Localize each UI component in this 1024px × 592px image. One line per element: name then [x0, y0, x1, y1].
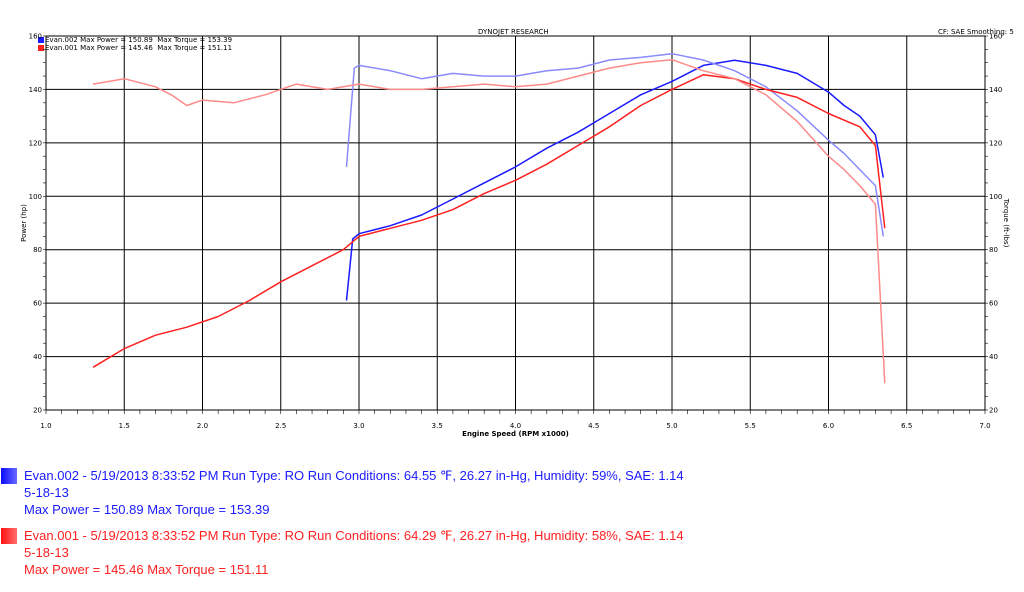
y2-tick-label: 20: [989, 407, 998, 415]
legend-swatch-blue: [38, 37, 44, 43]
y2-tick-label: 100: [989, 193, 1002, 201]
run-line1: Evan.001 - 5/19/2013 8:33:52 PM Run Type…: [24, 528, 684, 543]
y-tick-label: 100: [29, 193, 42, 201]
y2-tick-label: 80: [989, 246, 998, 254]
series-line-evan002-torque: [345, 52, 885, 237]
x-tick-label: 1.5: [119, 422, 130, 430]
run-swatch-red: [1, 528, 17, 544]
legend-run: Evan.002: [45, 36, 78, 44]
legend-run: Evan.001: [45, 44, 78, 52]
run-line2: 5-18-13: [24, 485, 69, 500]
x-tick-label: 3.0: [353, 422, 364, 430]
x-tick-label: 2.0: [197, 422, 208, 430]
y2-tick-label: 40: [989, 353, 998, 361]
chart-title: DYNOJET RESEARCH: [478, 28, 549, 36]
x-tick-label: 3.5: [432, 422, 443, 430]
series-line-evan001-power: [92, 74, 886, 368]
y-tick-label: 160: [29, 33, 42, 41]
series-line-evan001-torque: [92, 58, 886, 384]
x-axis-label: Engine Speed (RPM x1000): [462, 430, 569, 438]
x-tick-label: 5.0: [666, 422, 677, 430]
x-tick-label: 4.0: [510, 422, 521, 430]
x-tick-label: 5.5: [745, 422, 756, 430]
y-axis-label: Power (hp): [20, 204, 28, 242]
x-tick-label: 4.5: [588, 422, 599, 430]
y-tick-label: 60: [33, 300, 42, 308]
legend-swatch-red: [38, 45, 44, 51]
series-line-evan002-power: [345, 59, 885, 301]
y-tick-label: 40: [33, 353, 42, 361]
y2-tick-label: 160: [989, 33, 1002, 41]
legend-item-evan002: Evan.002 Max Power = 150.89 Max Torque =…: [38, 36, 232, 44]
x-tick-label: 6.5: [901, 422, 912, 430]
run-info-evan002: Evan.002 - 5/19/2013 8:33:52 PM Run Type…: [0, 467, 1024, 519]
dyno-chart: 1.0 1.5 2.0 2.5 3.0 3.5 4.0 4.5 5.0 5.5 6.0 6.5 7.0 2…: [20, 33, 1010, 439]
legend-max-torque: Max Torque = 153.39: [157, 36, 233, 44]
y-tick-label: 140: [29, 86, 42, 94]
cf-smoothing-label: CF: SAE Smoothing: 5: [938, 28, 1014, 36]
legend-max-torque: Max Torque = 151.11: [157, 44, 233, 52]
y-tick-label: 80: [33, 246, 42, 254]
run-line3: Max Power = 145.46 Max Torque = 151.11: [24, 562, 269, 577]
run-swatch-blue: [1, 468, 17, 484]
x-tick-label: 1.0: [40, 422, 51, 430]
run-line3: Max Power = 150.89 Max Torque = 153.39: [24, 502, 270, 517]
x-tick-label: 6.0: [823, 422, 834, 430]
y-tick-label: 20: [33, 407, 42, 415]
legend-item-evan001: Evan.001 Max Power = 145.46 Max Torque =…: [38, 44, 232, 52]
run-info-evan001: Evan.001 - 5/19/2013 8:33:52 PM Run Type…: [0, 527, 1024, 579]
y-tick-label: 120: [29, 139, 42, 147]
y2-tick-label: 120: [989, 139, 1002, 147]
legend-max-power: Max Power = 145.46: [80, 44, 153, 52]
run-line2: 5-18-13: [24, 545, 69, 560]
run-line1: Evan.002 - 5/19/2013 8:33:52 PM Run Type…: [24, 468, 684, 483]
y2-tick-label: 140: [989, 86, 1002, 94]
x-tick-label: 7.0: [979, 422, 990, 430]
y2-axis-label: Torque (ft-lbs): [1002, 198, 1010, 248]
y2-tick-label: 60: [989, 300, 998, 308]
x-tick-label: 2.5: [275, 422, 286, 430]
legend-max-power: Max Power = 150.89: [80, 36, 153, 44]
